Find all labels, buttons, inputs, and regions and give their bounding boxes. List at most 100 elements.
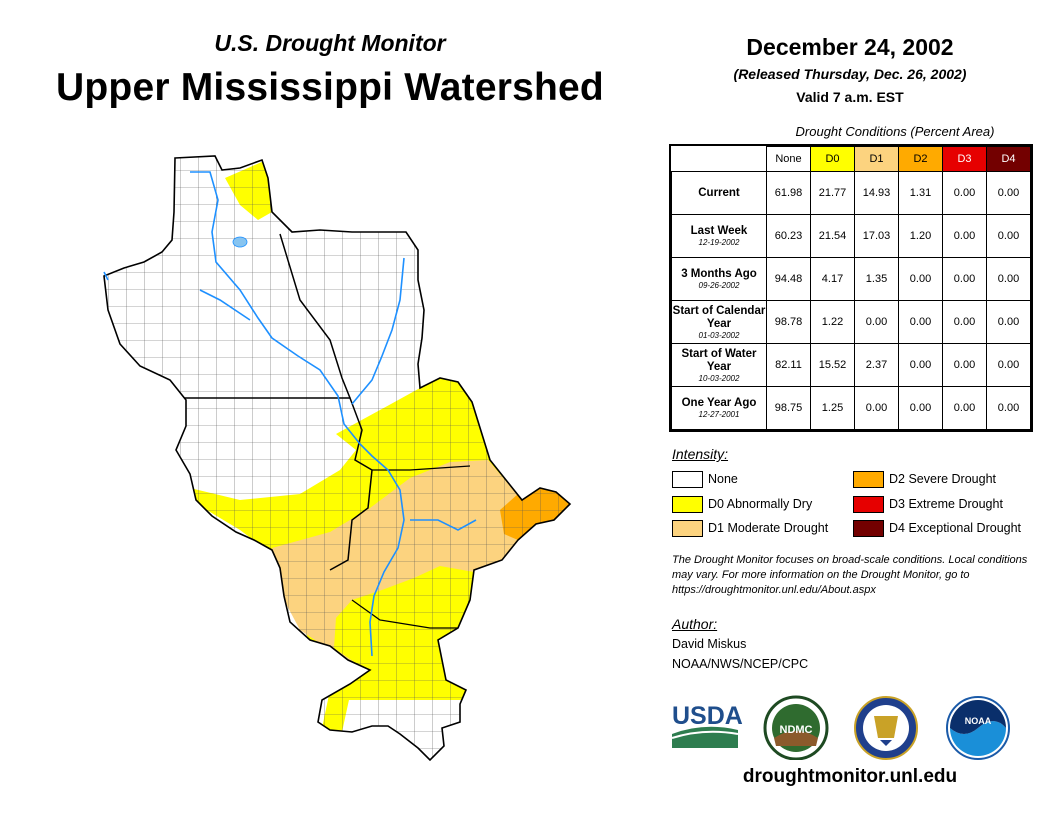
cell: 0.00 xyxy=(942,214,987,258)
cell: 98.75 xyxy=(766,386,811,430)
row-label: Start of Calendar Year 01-03-2002 xyxy=(671,300,767,344)
cell: 17.03 xyxy=(854,214,899,258)
cell: 1.25 xyxy=(810,386,855,430)
legend-swatch xyxy=(672,496,703,513)
wisconsin-river xyxy=(351,257,405,405)
author-title: Author: xyxy=(672,616,718,632)
river-segment xyxy=(103,271,109,281)
table-row: Start of Calendar Year 01-03-2002 98.78 1… xyxy=(671,300,1031,344)
cell: 1.35 xyxy=(854,257,899,301)
author-org: NOAA/NWS/NCEP/CPC xyxy=(672,657,809,671)
cell: 1.20 xyxy=(898,214,943,258)
cell: 0.00 xyxy=(854,386,899,430)
cell: 0.00 xyxy=(898,257,943,301)
illinois-river xyxy=(410,519,477,531)
corner-cell xyxy=(672,147,767,172)
cell: 0.00 xyxy=(986,386,1031,430)
cell: 0.00 xyxy=(898,300,943,344)
disclaimer-note: The Drought Monitor focuses on broad-sca… xyxy=(672,554,1028,596)
legend-item-d0: D0 Abnormally Dry xyxy=(672,496,812,513)
legend-title: Intensity: xyxy=(672,446,729,462)
website-link[interactable]: droughtmonitor.unl.edu xyxy=(742,766,958,787)
lake xyxy=(232,236,248,248)
cell: 0.00 xyxy=(942,171,987,215)
table-row: One Year Ago 12-27-2001 98.75 1.25 0.00 0… xyxy=(671,386,1031,430)
cell: 82.11 xyxy=(766,343,811,387)
ndmc-logo: NDMC xyxy=(763,695,829,760)
map-subtitle: U.S. Drought Monitor xyxy=(214,30,446,56)
cell: 0.00 xyxy=(942,343,987,387)
state-boundary xyxy=(372,465,471,471)
row-date: 10-03-2002 xyxy=(698,373,740,383)
row-label: One Year Ago 12-27-2001 xyxy=(671,386,767,430)
cell: 14.93 xyxy=(854,171,899,215)
cell: 0.00 xyxy=(986,257,1031,301)
col-d1: D1 xyxy=(854,146,899,172)
cell: 0.00 xyxy=(898,343,943,387)
cell: 0.00 xyxy=(854,300,899,344)
state-boundary xyxy=(351,599,458,629)
author-name: David Miskus xyxy=(672,637,747,651)
cell: 0.00 xyxy=(986,214,1031,258)
cell: 21.54 xyxy=(810,214,855,258)
col-d0: D0 xyxy=(810,146,855,172)
col-d4: D4 xyxy=(986,146,1031,172)
row-label: Start of Water Year 10-03-2002 xyxy=(671,343,767,387)
cell: 0.00 xyxy=(986,343,1031,387)
table-row: Last Week 12-19-2002 60.23 21.54 17.03 1.… xyxy=(671,214,1031,258)
cell: 0.00 xyxy=(942,257,987,301)
minnesota-river xyxy=(199,289,251,321)
noaa-logo: NOAA xyxy=(946,696,1010,760)
svg-text:NOAA: NOAA xyxy=(965,716,992,726)
row-date: 12-27-2001 xyxy=(698,410,740,419)
table-header-row: None D0 D1 D2 D3 D4 xyxy=(672,146,1031,172)
legend-item-d2: D2 Severe Drought xyxy=(853,471,996,488)
legend-item-d4: D4 Exceptional Drought xyxy=(853,520,1021,537)
cell: 1.22 xyxy=(810,300,855,344)
rivers xyxy=(103,171,477,657)
cell: 21.77 xyxy=(810,171,855,215)
table-row: Current 61.98 21.77 14.93 1.31 0.00 0.00 xyxy=(671,171,1031,215)
watershed-region xyxy=(104,156,570,760)
cell: 15.52 xyxy=(810,343,855,387)
legend-item-none: None xyxy=(672,471,738,488)
cell: 4.17 xyxy=(810,257,855,301)
cell: 60.23 xyxy=(766,214,811,258)
legend-item-d1: D1 Moderate Drought xyxy=(672,520,828,537)
map-date: December 24, 2002 xyxy=(746,34,954,60)
cell: 61.98 xyxy=(766,171,811,215)
row-label: Current xyxy=(671,171,767,215)
cell: 98.78 xyxy=(766,300,811,344)
legend-swatch xyxy=(853,520,884,537)
logo-strip: USDA NDMC NOAA xyxy=(671,695,1010,760)
col-d3: D3 xyxy=(942,146,987,172)
cell: 0.00 xyxy=(986,300,1031,344)
cell: 0.00 xyxy=(942,300,987,344)
release-date: (Released Thursday, Dec. 26, 2002) xyxy=(733,66,967,82)
row-date: 01-03-2002 xyxy=(698,330,740,340)
doc-seal-logo xyxy=(854,696,918,760)
cell: 0.00 xyxy=(898,386,943,430)
county-boundaries xyxy=(104,156,570,760)
valid-time: Valid 7 a.m. EST xyxy=(796,89,904,105)
col-none: None xyxy=(766,146,811,172)
map-title: Upper Mississippi Watershed xyxy=(56,66,604,109)
col-d2: D2 xyxy=(898,146,943,172)
legend-swatch xyxy=(853,496,884,513)
row-label: Last Week 12-19-2002 xyxy=(671,214,767,258)
svg-text:USDA: USDA xyxy=(672,702,743,730)
table-heading: Drought Conditions (Percent Area) xyxy=(795,124,995,139)
drought-conditions-table: None D0 D1 D2 D3 D4 Current 61.98 21.77 … xyxy=(669,144,1033,432)
cell: 2.37 xyxy=(854,343,899,387)
cell: 1.31 xyxy=(898,171,943,215)
legend-item-d3: D3 Extreme Drought xyxy=(853,496,1003,513)
legend-swatch xyxy=(853,471,884,488)
row-date: 12-19-2002 xyxy=(698,238,740,247)
drought-map xyxy=(103,155,572,762)
svg-text:NDMC: NDMC xyxy=(780,724,813,736)
table-row: 3 Months Ago 09-26-2002 94.48 4.17 1.35 0… xyxy=(671,257,1031,301)
cell: 0.00 xyxy=(986,171,1031,215)
cell: 0.00 xyxy=(942,386,987,430)
state-boundary xyxy=(279,233,351,399)
legend-swatch xyxy=(672,471,703,488)
